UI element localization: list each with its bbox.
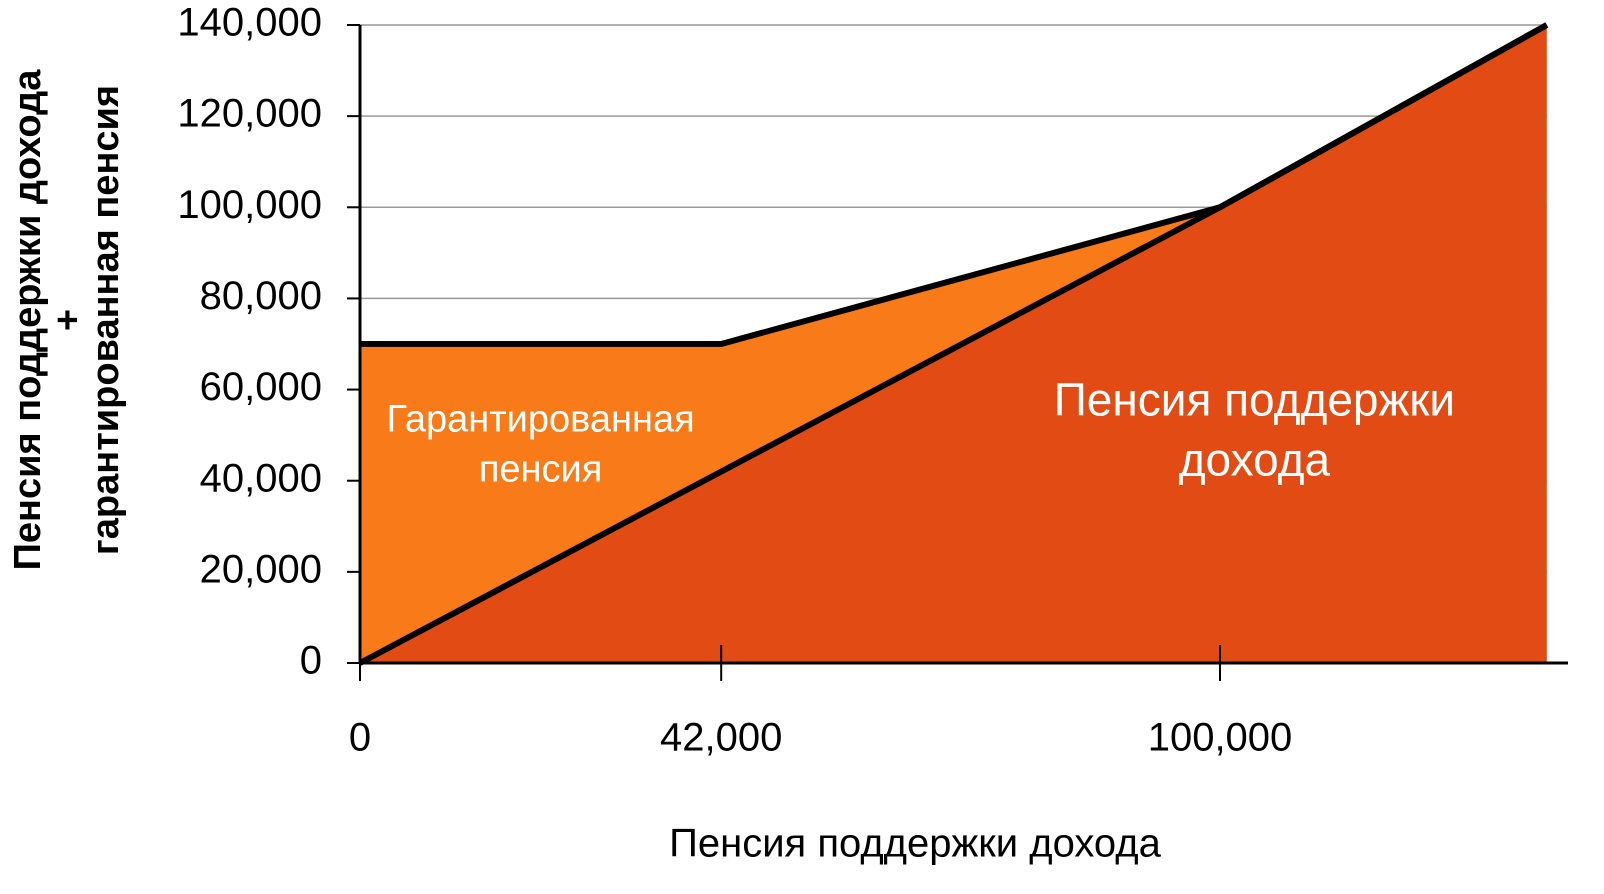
area-label: Пенсия поддержки (1054, 373, 1455, 425)
y-tick-label: 80,000 (200, 274, 322, 318)
y-axis-title: Пенсия поддержки дохода (7, 69, 49, 571)
y-tick-label: 120,000 (177, 92, 322, 136)
y-axis-title: гарантированная пенсия (85, 85, 127, 555)
x-axis-title: Пенсия поддержки дохода (669, 822, 1162, 866)
y-tick-label: 60,000 (200, 365, 322, 409)
x-tick-label: 0 (349, 716, 371, 760)
y-tick-label: 0 (300, 639, 322, 683)
x-tick-label: 42,000 (660, 716, 782, 760)
area-label: дохода (1179, 433, 1331, 485)
area (360, 25, 1547, 663)
y-axis-title: + (47, 309, 89, 331)
area-outline (360, 22, 1549, 347)
y-tick-label: 100,000 (177, 183, 322, 227)
y-tick-label: 20,000 (200, 547, 322, 591)
y-tick-label: 140,000 (177, 1, 322, 45)
y-tick-label: 40,000 (200, 456, 322, 500)
area-label: Гарантированная (386, 399, 694, 441)
area-label: пенсия (479, 449, 603, 491)
x-tick-label: 100,000 (1148, 716, 1293, 760)
